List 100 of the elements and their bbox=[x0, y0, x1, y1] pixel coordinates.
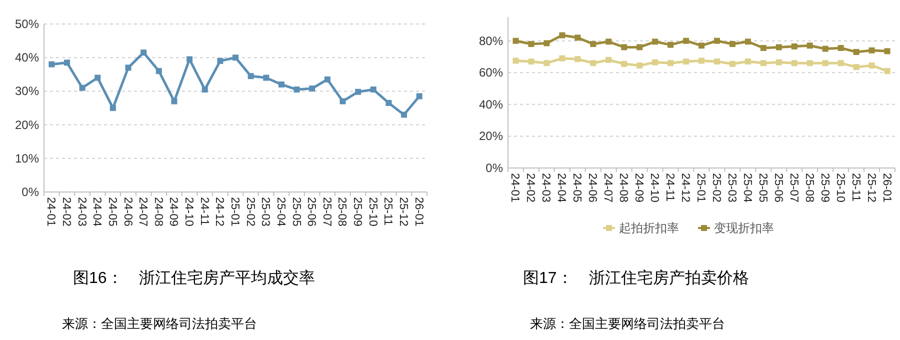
point bbox=[125, 64, 132, 71]
point bbox=[202, 86, 208, 93]
x-tick-label: 25-11 bbox=[382, 197, 394, 226]
x-tick-label: 25-03 bbox=[259, 197, 272, 226]
x-tick-label: 25-06 bbox=[772, 173, 784, 202]
x-tick-label: 25-04 bbox=[740, 173, 753, 204]
y-tick-label: 20% bbox=[478, 129, 504, 144]
x-tick-label: 24-06 bbox=[121, 197, 134, 226]
x-tick-label: 24-12 bbox=[213, 197, 226, 226]
point bbox=[853, 48, 860, 55]
point bbox=[683, 38, 690, 44]
x-tick-label: 24-02 bbox=[60, 197, 72, 226]
point bbox=[822, 60, 828, 66]
point bbox=[714, 58, 720, 65]
x-tick-label: 24-03 bbox=[540, 173, 552, 202]
point bbox=[232, 54, 238, 61]
x-tick-label: 24-03 bbox=[75, 197, 88, 226]
point bbox=[776, 44, 782, 50]
point bbox=[79, 84, 86, 91]
x-tick-label: 24-01 bbox=[508, 173, 521, 202]
legend-label: 起拍折扣率 bbox=[619, 221, 679, 235]
point bbox=[744, 58, 751, 65]
point bbox=[868, 47, 875, 54]
point bbox=[636, 62, 643, 68]
x-tick-label: 25-09 bbox=[351, 197, 364, 226]
y-tick-label: 10% bbox=[14, 151, 40, 166]
point bbox=[64, 60, 70, 66]
x-tick-label: 25-12 bbox=[397, 197, 410, 226]
x-tick-label: 24-10 bbox=[182, 197, 195, 226]
point bbox=[574, 34, 581, 41]
x-tick-label: 24-06 bbox=[586, 173, 598, 202]
x-tick-label: 24-09 bbox=[167, 197, 180, 226]
point bbox=[140, 50, 147, 56]
point bbox=[776, 59, 782, 66]
x-tick-label: 26-01 bbox=[880, 173, 892, 202]
x-tick-label: 24-08 bbox=[617, 173, 630, 202]
y-tick-label: 20% bbox=[14, 118, 40, 132]
point bbox=[512, 38, 519, 44]
point bbox=[263, 74, 270, 81]
point bbox=[574, 56, 581, 62]
x-tick-label: 24-11 bbox=[198, 197, 210, 226]
point bbox=[884, 48, 890, 54]
point bbox=[853, 64, 860, 70]
y-tick-label: 60% bbox=[478, 66, 504, 80]
y-tick-label: 80% bbox=[478, 34, 504, 48]
x-tick-label: 25-10 bbox=[366, 197, 378, 226]
point bbox=[110, 105, 116, 111]
point bbox=[838, 60, 844, 66]
point bbox=[621, 44, 628, 50]
point bbox=[309, 86, 316, 92]
legend-label: 变现折扣率 bbox=[714, 221, 774, 235]
point bbox=[559, 32, 566, 38]
point bbox=[606, 56, 612, 63]
point bbox=[791, 43, 798, 50]
x-tick-label: 24-02 bbox=[524, 173, 536, 202]
x-tick-label: 24-08 bbox=[152, 197, 164, 226]
x-tick-label: 25-04 bbox=[274, 197, 286, 228]
point bbox=[791, 60, 798, 66]
point bbox=[606, 38, 612, 45]
point bbox=[884, 68, 890, 74]
point bbox=[668, 60, 674, 66]
point bbox=[559, 55, 566, 62]
point bbox=[760, 44, 766, 51]
point bbox=[714, 38, 720, 44]
x-tick-label: 24-05 bbox=[570, 173, 583, 202]
x-tick-label: 25-12 bbox=[864, 173, 877, 202]
point bbox=[278, 81, 284, 88]
source-note: 来源：全国主要网络司法拍卖平台 bbox=[530, 316, 725, 331]
point bbox=[401, 112, 408, 118]
x-tick-label: 25-07 bbox=[787, 173, 800, 202]
point bbox=[171, 98, 178, 104]
x-tick-label: 24-07 bbox=[136, 197, 149, 226]
point bbox=[698, 42, 704, 49]
point bbox=[729, 41, 736, 48]
point bbox=[822, 46, 828, 52]
point bbox=[324, 76, 330, 82]
x-tick-label: 25-03 bbox=[725, 173, 738, 202]
point bbox=[744, 38, 751, 45]
point bbox=[838, 44, 844, 51]
point bbox=[512, 58, 519, 64]
point bbox=[868, 62, 875, 68]
x-tick-label: 26-01 bbox=[412, 197, 424, 226]
x-tick-label: 24-11 bbox=[664, 173, 676, 202]
point bbox=[621, 60, 628, 67]
point bbox=[528, 41, 534, 48]
y-tick-label: 50% bbox=[14, 17, 40, 31]
point bbox=[698, 58, 704, 64]
y-tick-label: 0% bbox=[22, 185, 40, 199]
point bbox=[416, 93, 422, 100]
x-tick-label: 25-05 bbox=[290, 197, 302, 226]
source-note: 来源：全国主要网络司法拍卖平台 bbox=[62, 316, 257, 331]
point bbox=[668, 42, 674, 48]
point bbox=[760, 60, 766, 66]
y-tick-label: 30% bbox=[14, 84, 40, 98]
point bbox=[729, 60, 736, 67]
x-tick-label: 25-02 bbox=[710, 173, 722, 202]
point bbox=[652, 59, 658, 66]
x-tick-label: 24-04 bbox=[555, 173, 568, 204]
point bbox=[652, 38, 658, 45]
x-tick-label: 25-11 bbox=[849, 173, 862, 202]
